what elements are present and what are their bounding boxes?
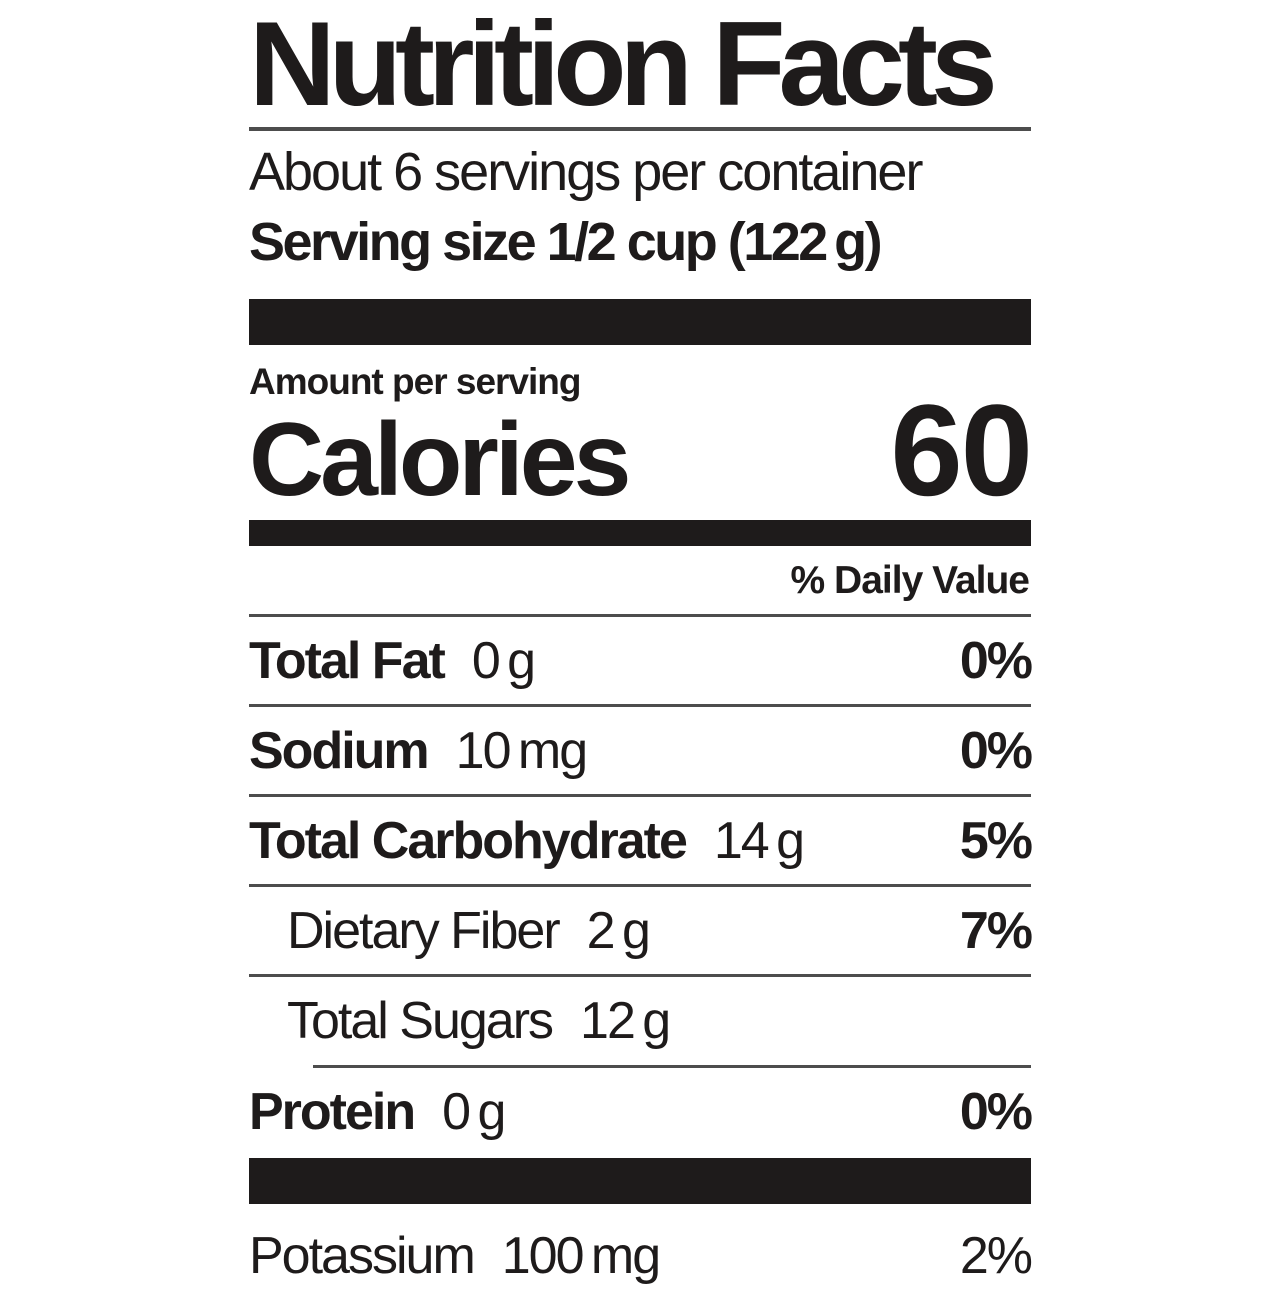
nutrient-row-total-sugars: Total Sugars 12 g — [249, 977, 1031, 1065]
nutrient-name: Dietary Fiber — [287, 902, 561, 961]
nutrient-amount: 14 g — [713, 812, 805, 871]
divider-bar-medium — [249, 520, 1031, 547]
nutrient-amount: 10 mg — [455, 722, 588, 781]
nutrient-name: Sodium — [249, 722, 430, 781]
divider-bar-thick-top — [249, 299, 1031, 345]
nutrient-row-protein: Protein 0 g 0% — [249, 1068, 1033, 1156]
nutrient-amount: 0 g — [471, 632, 536, 691]
calories-label: Calories — [249, 402, 631, 518]
calories-value: 60 — [890, 377, 1033, 523]
nutrient-daily-value: 5% — [959, 812, 1033, 871]
nutrient-name: Total Fat — [249, 632, 446, 691]
nutrient-daily-value: 7% — [959, 902, 1033, 961]
nutrient-row-sodium: Sodium 10 mg 0% — [249, 707, 1033, 798]
servings-per-container: About 6 servings per container — [249, 142, 923, 202]
label-title: Nutrition Facts — [249, 4, 1031, 131]
nutrient-name: Total Sugars — [287, 992, 554, 1051]
nutrient-row-potassium: Potassium 100 mg 2% — [249, 1204, 1033, 1299]
nutrient-amount: 0 g — [442, 1083, 506, 1142]
calories-row: Calories 60 — [249, 377, 1033, 523]
nutrient-amount: 12 g — [580, 992, 671, 1051]
nutrient-daily-value: 0% — [959, 1083, 1033, 1142]
nutrient-daily-value: 0% — [959, 632, 1033, 691]
nutrient-name: Total Carbohydrate — [249, 812, 688, 871]
amount-per-serving-label: Amount per serving — [249, 361, 582, 402]
divider-rule-indented — [313, 1065, 1031, 1069]
nutrition-facts-label: Nutrition Facts About 6 servings per con… — [249, 0, 1033, 1299]
serving-size-line: Serving size 1/2 cup (122 g) — [249, 212, 883, 272]
daily-value-header: % Daily Value — [249, 546, 1031, 618]
nutrient-amount: 2 g — [586, 902, 651, 961]
nutrient-daily-value: 0% — [959, 722, 1033, 781]
nutrient-row-total-fat: Total Fat 0 g 0% — [249, 617, 1033, 708]
divider-bar-thick-bottom — [249, 1158, 1031, 1205]
nutrient-name: Protein — [249, 1083, 416, 1142]
nutrient-row-total-carbohydrate: Total Carbohydrate 14 g 5% — [249, 797, 1033, 888]
nutrient-amount: 100 mg — [501, 1227, 661, 1286]
nutrient-row-dietary-fiber: Dietary Fiber 2 g 7% — [249, 887, 1033, 978]
nutrient-name: Potassium — [249, 1227, 476, 1286]
nutrient-daily-value: 2% — [959, 1227, 1033, 1286]
